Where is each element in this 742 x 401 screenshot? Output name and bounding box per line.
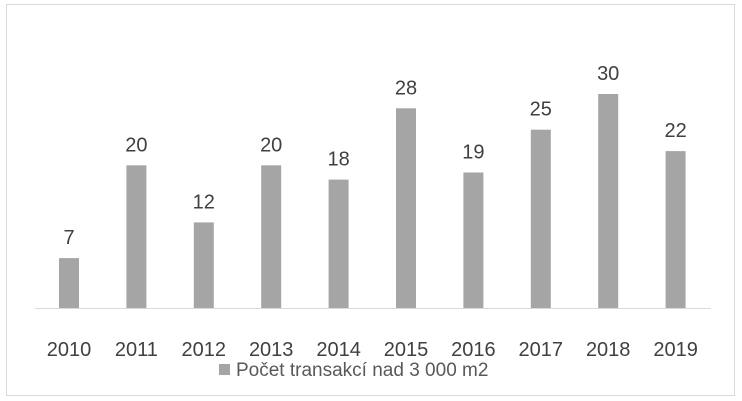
x-tick-label-2010: 2010 bbox=[47, 339, 92, 361]
bar-2010 bbox=[59, 258, 79, 308]
data-label-2011: 20 bbox=[125, 134, 147, 156]
data-label-2018: 30 bbox=[597, 63, 619, 85]
data-label-2013: 20 bbox=[260, 134, 282, 156]
legend-swatch bbox=[219, 364, 230, 375]
x-tick-label-2015: 2015 bbox=[384, 339, 429, 361]
data-label-2016: 19 bbox=[462, 142, 484, 164]
data-label-2017: 25 bbox=[530, 99, 552, 121]
x-tick-label-2011: 2011 bbox=[115, 339, 158, 361]
x-tick-label-2019: 2019 bbox=[653, 339, 698, 361]
x-tick-label-2013: 2013 bbox=[249, 339, 294, 361]
data-label-2010: 7 bbox=[63, 227, 74, 249]
bar-2017 bbox=[530, 129, 551, 308]
data-label-2019: 22 bbox=[664, 120, 686, 142]
x-tick-label-2012: 2012 bbox=[182, 339, 227, 361]
x-tick-label-2014: 2014 bbox=[316, 339, 361, 361]
bar-2011 bbox=[126, 165, 147, 308]
data-label-2015: 28 bbox=[395, 77, 417, 99]
data-label-2014: 18 bbox=[327, 149, 349, 171]
x-tick-label-2017: 2017 bbox=[519, 339, 564, 361]
data-labels-group: 7 20 12 20 18 28 19 25 30 22 bbox=[63, 63, 686, 249]
bar-2018 bbox=[598, 94, 619, 308]
x-tick-labels-group: 2010 2011 2012 2013 2014 2015 2016 2017 2018 2019 bbox=[47, 339, 698, 361]
bar-2014 bbox=[328, 179, 349, 308]
data-label-2012: 12 bbox=[193, 191, 215, 213]
legend: Počet transakcí nad 3 000 m2 bbox=[219, 360, 488, 381]
bar-2015 bbox=[396, 108, 416, 308]
bars-group bbox=[59, 94, 686, 308]
bar-2013 bbox=[261, 165, 282, 308]
legend-label: Počet transakcí nad 3 000 m2 bbox=[236, 360, 488, 381]
x-tick-label-2018: 2018 bbox=[586, 339, 631, 361]
x-tick-label-2016: 2016 bbox=[451, 339, 496, 361]
bar-2016 bbox=[463, 172, 484, 308]
bar-2012 bbox=[193, 222, 214, 308]
bar-2019 bbox=[665, 151, 686, 308]
